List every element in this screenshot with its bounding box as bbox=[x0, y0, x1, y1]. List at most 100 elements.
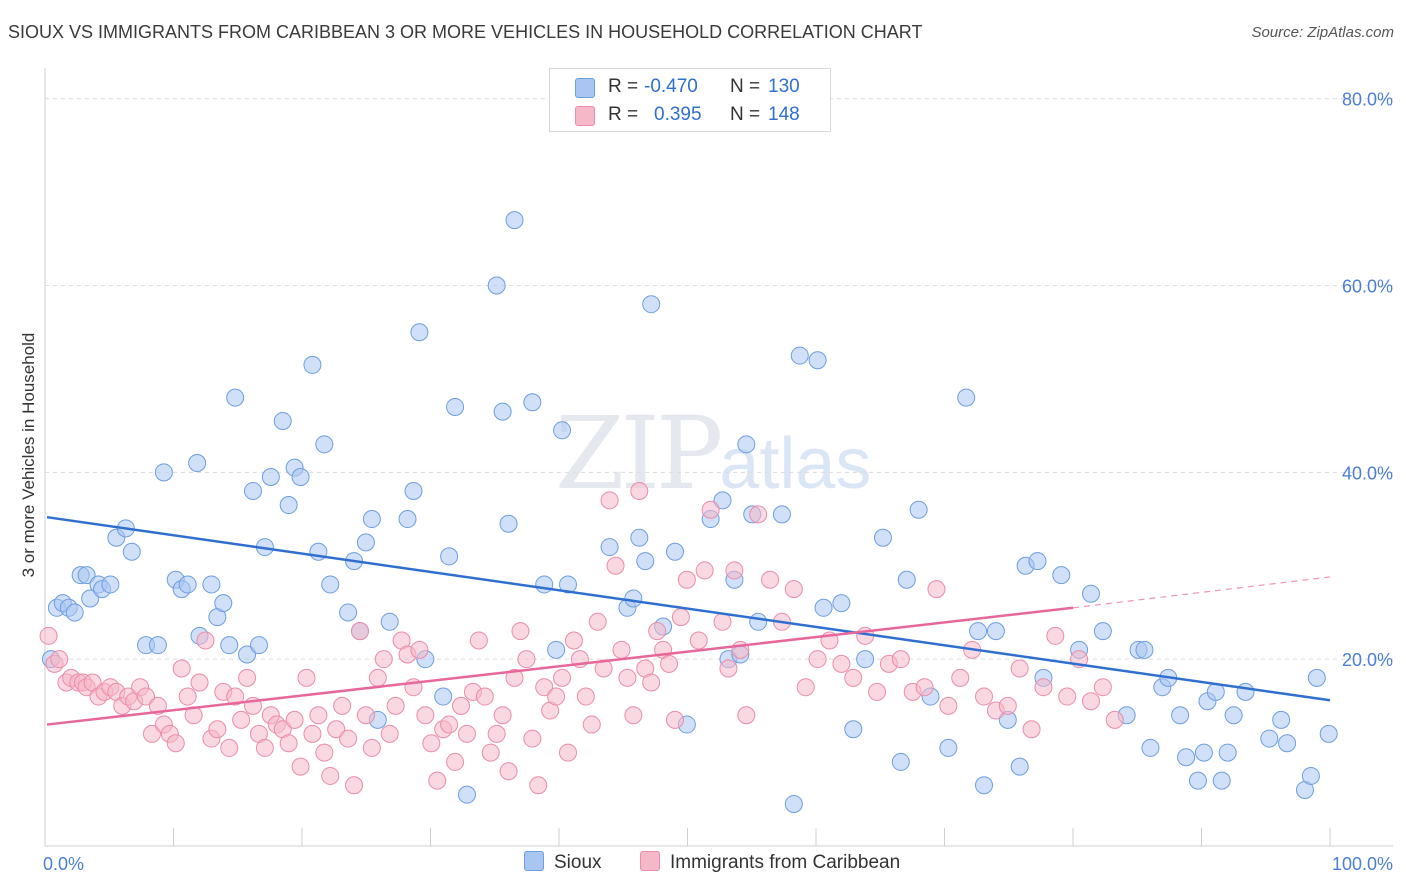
caribbean-point bbox=[362, 738, 381, 757]
x-tick-label: 100.0% bbox=[1332, 854, 1393, 874]
sioux-point bbox=[188, 454, 207, 472]
sioux-point bbox=[1278, 734, 1297, 753]
sioux-point bbox=[909, 500, 928, 519]
sioux-point bbox=[1171, 706, 1190, 725]
caribbean-point bbox=[701, 500, 720, 519]
legend-row-caribbean: R = 0.395 N = 148 bbox=[550, 102, 830, 128]
caribbean-point bbox=[630, 482, 649, 501]
sioux-point bbox=[154, 463, 173, 482]
sioux-point bbox=[356, 533, 375, 552]
caribbean-point bbox=[1046, 626, 1065, 645]
caribbean-point bbox=[238, 668, 257, 687]
sioux-point bbox=[226, 388, 245, 407]
caribbean-point bbox=[452, 696, 471, 715]
caribbean-point bbox=[665, 710, 684, 729]
sioux-point bbox=[122, 542, 141, 561]
caribbean-point bbox=[428, 771, 447, 790]
sioux-point bbox=[303, 355, 322, 374]
caribbean-point bbox=[796, 678, 815, 697]
caribbean-point bbox=[279, 734, 298, 753]
caribbean-point bbox=[624, 706, 643, 725]
sioux-point bbox=[713, 491, 732, 510]
x-tick-label: 0.0% bbox=[43, 854, 84, 874]
caribbean-point bbox=[190, 673, 209, 692]
sioux-point bbox=[404, 482, 423, 501]
legend-swatch-caribbean bbox=[575, 106, 595, 126]
sioux-point bbox=[1272, 710, 1291, 729]
caribbean-point bbox=[333, 696, 352, 715]
legend-row-sioux: R = -0.470 N = 130 bbox=[550, 74, 830, 100]
caribbean-point bbox=[469, 631, 488, 650]
caribbean-point bbox=[1105, 710, 1124, 729]
bottom-legend-swatch-sioux bbox=[524, 851, 544, 871]
sioux-point bbox=[547, 640, 566, 659]
caribbean-point bbox=[166, 734, 185, 753]
y-tick-label: 80.0% bbox=[1342, 90, 1393, 110]
sioux-point bbox=[873, 528, 892, 547]
sioux-point bbox=[1177, 748, 1196, 767]
caribbean-point bbox=[386, 696, 405, 715]
sioux-point bbox=[1052, 566, 1071, 585]
sioux-point bbox=[630, 528, 649, 547]
source-label: Source: ZipAtlas.com bbox=[1251, 24, 1394, 41]
caribbean-point bbox=[612, 640, 631, 659]
caribbean-point bbox=[749, 505, 768, 524]
legend-n-label: N = bbox=[730, 104, 761, 125]
sioux-point bbox=[493, 402, 512, 421]
sioux-point bbox=[65, 603, 84, 622]
caribbean-point bbox=[285, 710, 304, 729]
sioux-point bbox=[202, 575, 221, 594]
caribbean-point bbox=[172, 659, 191, 678]
sioux-point bbox=[1028, 552, 1047, 571]
bottom-legend-caribbean: Immigrants from Caribbean bbox=[640, 851, 900, 874]
sioux-point bbox=[523, 393, 542, 412]
sioux-point bbox=[220, 636, 239, 655]
sioux-point bbox=[487, 276, 506, 295]
caribbean-point bbox=[422, 734, 441, 753]
caribbean-point bbox=[648, 622, 667, 641]
sioux-point bbox=[244, 482, 263, 501]
sioux-point bbox=[1188, 771, 1207, 790]
caribbean-point bbox=[440, 715, 459, 734]
y-tick-label: 40.0% bbox=[1342, 463, 1393, 483]
legend-n-label: N = bbox=[730, 76, 761, 97]
caribbean-point bbox=[196, 631, 215, 650]
caribbean-point bbox=[915, 678, 934, 697]
sioux-point bbox=[600, 538, 619, 557]
caribbean-point bbox=[297, 668, 316, 687]
sioux-point bbox=[440, 547, 459, 566]
caribbean-point bbox=[487, 724, 506, 743]
sioux-point bbox=[499, 514, 518, 533]
sioux-point bbox=[1307, 668, 1326, 687]
caribbean-point bbox=[1081, 692, 1100, 711]
bottom-legend-swatch-caribbean bbox=[640, 851, 660, 871]
caribbean-point bbox=[50, 650, 69, 669]
caribbean-point bbox=[505, 668, 524, 687]
sioux-point bbox=[279, 496, 298, 515]
caribbean-point bbox=[523, 729, 542, 748]
caribbean-point bbox=[232, 710, 251, 729]
legend-r-value: 0.395 bbox=[654, 104, 702, 125]
caribbean-point bbox=[671, 608, 690, 627]
caribbean-point bbox=[39, 626, 58, 645]
caribbean-point bbox=[321, 766, 340, 785]
sioux-point bbox=[808, 351, 827, 370]
legend-r-label: R = bbox=[608, 76, 639, 97]
caribbean-point bbox=[600, 491, 619, 510]
caribbean-point bbox=[588, 612, 607, 631]
caribbean-point bbox=[719, 659, 738, 678]
legend-n-value: 148 bbox=[768, 104, 800, 125]
legend-r-value: -0.470 bbox=[644, 76, 698, 97]
caribbean-point bbox=[345, 776, 364, 795]
caribbean-point bbox=[553, 668, 572, 687]
caribbean-point bbox=[1010, 659, 1029, 678]
sioux-point bbox=[790, 346, 809, 365]
sioux-point bbox=[784, 794, 803, 813]
sioux-point bbox=[77, 566, 96, 585]
caribbean-point bbox=[547, 687, 566, 706]
y-axis-label: 3 or more Vehicles in Household bbox=[19, 332, 38, 578]
caribbean-point bbox=[291, 757, 310, 776]
caribbean-point bbox=[446, 752, 465, 771]
caribbean-point bbox=[380, 724, 399, 743]
caribbean-point bbox=[998, 696, 1017, 715]
